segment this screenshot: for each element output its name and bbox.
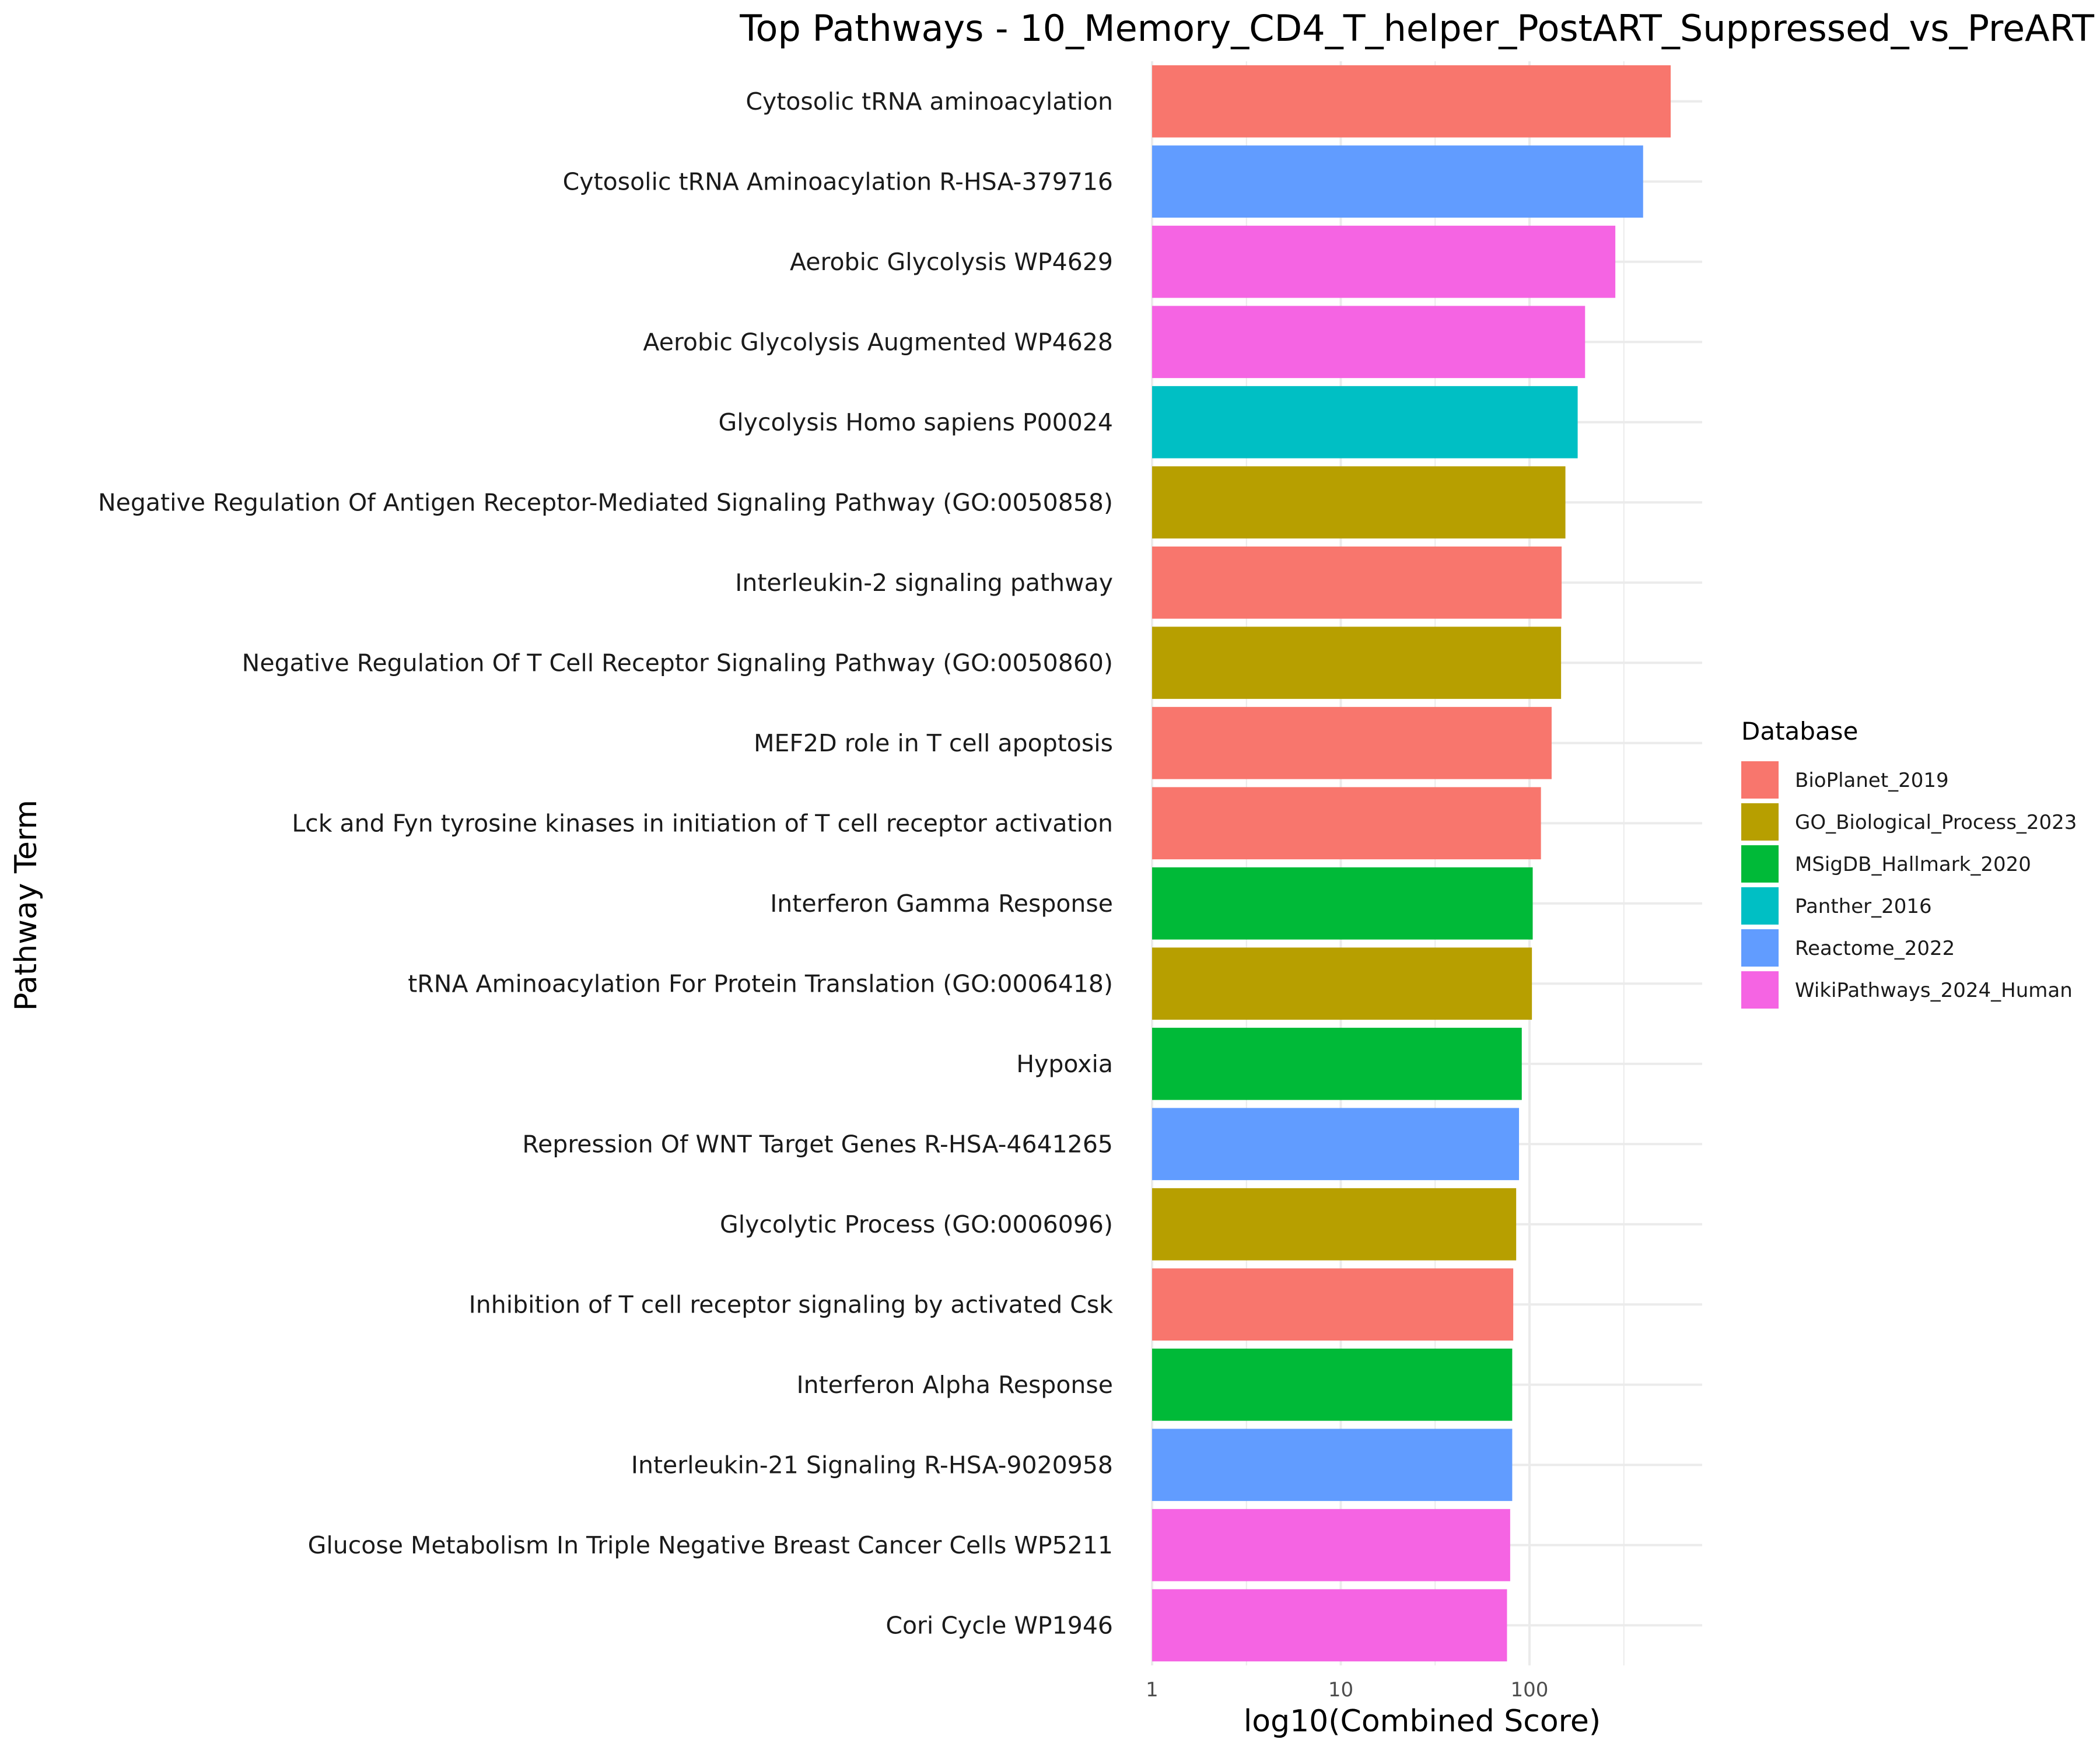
legend-label: BioPlanet_2019 bbox=[1795, 769, 1949, 792]
legend-swatch bbox=[1741, 929, 1779, 967]
category-label: Aerobic Glycolysis Augmented WP4628 bbox=[643, 328, 1113, 356]
category-label: Cytosolic tRNA Aminoacylation R-HSA-3797… bbox=[563, 167, 1113, 195]
category-label: Negative Regulation Of T Cell Receptor S… bbox=[242, 649, 1113, 677]
category-label: Negative Regulation Of Antigen Receptor-… bbox=[98, 488, 1113, 516]
category-label: Cori Cycle WP1946 bbox=[886, 1611, 1113, 1639]
bar bbox=[1152, 867, 1533, 940]
bar bbox=[1152, 947, 1532, 1020]
category-label: Glycolytic Process (GO:0006096) bbox=[720, 1210, 1113, 1238]
bar bbox=[1152, 787, 1541, 860]
x-tick-label: 100 bbox=[1511, 1678, 1549, 1702]
legend-label: WikiPathways_2024_Human bbox=[1795, 979, 2073, 1002]
bar bbox=[1152, 466, 1566, 539]
bar bbox=[1152, 65, 1671, 138]
legend-swatch bbox=[1741, 761, 1779, 799]
bar bbox=[1152, 1188, 1517, 1261]
legend-title: Database bbox=[1741, 717, 1858, 746]
category-label: Aerobic Glycolysis WP4629 bbox=[790, 248, 1113, 276]
category-label: MEF2D role in T cell apoptosis bbox=[754, 729, 1113, 757]
bar bbox=[1152, 1508, 1510, 1581]
category-label: Inhibition of T cell receptor signaling … bbox=[469, 1290, 1114, 1318]
category-label: Interferon Alpha Response bbox=[797, 1371, 1113, 1399]
legend-label: GO_Biological_Process_2023 bbox=[1795, 811, 2077, 834]
bar bbox=[1152, 306, 1586, 379]
bar bbox=[1152, 1108, 1520, 1181]
y-axis-title: Pathway Term bbox=[9, 800, 44, 1011]
legend-label: Reactome_2022 bbox=[1795, 937, 1955, 960]
category-label: Hypoxia bbox=[1016, 1050, 1113, 1078]
x-tick-label: 1 bbox=[1146, 1678, 1158, 1702]
bar bbox=[1152, 1589, 1507, 1662]
legend-label: Panther_2016 bbox=[1795, 895, 1932, 918]
bar bbox=[1152, 1268, 1514, 1341]
bar-series bbox=[1152, 65, 1671, 1662]
y-axis-tick-labels: Cytosolic tRNA aminoacylation Cytosolic t… bbox=[98, 88, 1113, 1640]
category-label: Interleukin-21 Signaling R-HSA-9020958 bbox=[631, 1451, 1113, 1479]
legend-swatch bbox=[1741, 845, 1779, 883]
legend-swatch bbox=[1741, 887, 1779, 925]
bar bbox=[1152, 1348, 1513, 1421]
chart-title: Top Pathways - 10_Memory_CD4_T_helper_Po… bbox=[739, 7, 2095, 50]
x-tick-label: 10 bbox=[1328, 1678, 1353, 1702]
category-label: Interferon Gamma Response bbox=[770, 890, 1113, 918]
bar bbox=[1152, 225, 1616, 298]
bar bbox=[1152, 145, 1643, 218]
legend: Database BioPlanet_2019 GO_Biological_Pro… bbox=[1741, 717, 2077, 1009]
bar bbox=[1152, 626, 1562, 699]
legend-swatch bbox=[1741, 803, 1779, 841]
bar bbox=[1152, 706, 1552, 779]
x-axis-title: log10(Combined Score) bbox=[1244, 1704, 1601, 1739]
category-label: Lck and Fyn tyrosine kinases in initiati… bbox=[292, 809, 1113, 837]
category-label: Cytosolic tRNA aminoacylation bbox=[746, 88, 1113, 116]
category-label: Glucose Metabolism In Triple Negative Br… bbox=[308, 1531, 1113, 1559]
category-label: tRNA Aminoacylation For Protein Translat… bbox=[408, 970, 1113, 998]
legend-label: MSigDB_Hallmark_2020 bbox=[1795, 853, 2031, 876]
category-label: Repression Of WNT Target Genes R-HSA-464… bbox=[522, 1130, 1113, 1158]
category-label: Interleukin-2 signaling pathway bbox=[735, 569, 1113, 597]
plot-grid bbox=[1151, 61, 1702, 1665]
bar bbox=[1152, 386, 1578, 459]
bar bbox=[1152, 1429, 1513, 1502]
legend-swatch bbox=[1741, 971, 1779, 1009]
category-label: Glycolysis Homo sapiens P00024 bbox=[719, 408, 1113, 436]
x-axis-tick-labels: 1 10 100 bbox=[1146, 1678, 1548, 1702]
bar bbox=[1152, 1027, 1522, 1100]
bar bbox=[1152, 546, 1562, 619]
